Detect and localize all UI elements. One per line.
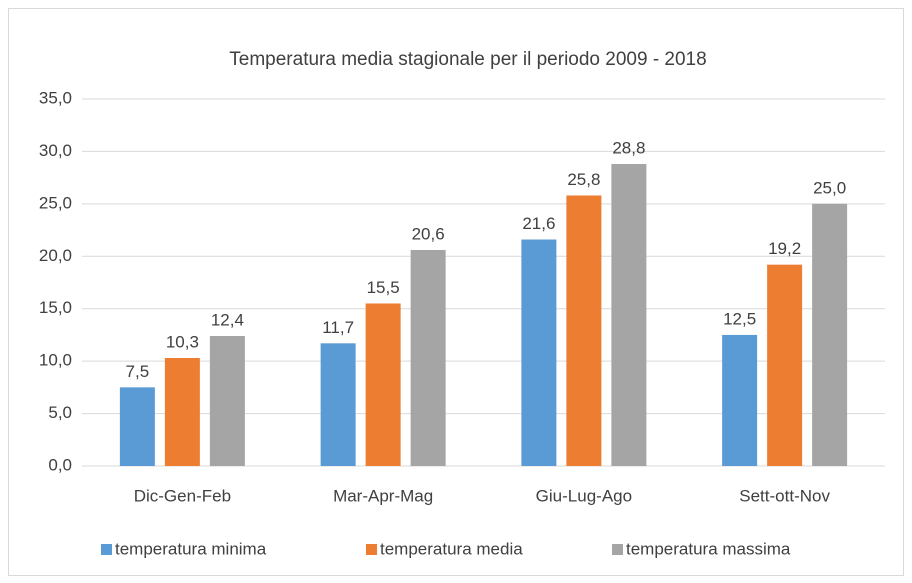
y-tick-label: 25,0: [39, 193, 72, 212]
data-label: 21,6: [522, 214, 555, 233]
x-tick-label: Dic-Gen-Feb: [134, 486, 231, 505]
bar: [812, 203, 848, 466]
legend-swatch: [366, 544, 377, 555]
y-tick-label: 35,0: [39, 88, 72, 107]
bar: [209, 335, 245, 466]
legend-label: temperatura minima: [115, 539, 267, 558]
data-label: 15,5: [367, 278, 400, 297]
legend-label: temperatura media: [380, 539, 523, 558]
data-label: 12,5: [723, 309, 756, 328]
data-label: 11,7: [322, 318, 354, 337]
bar: [410, 249, 446, 466]
data-label: 7,5: [126, 362, 150, 381]
data-label: 10,3: [166, 332, 199, 351]
data-label: 19,2: [768, 239, 801, 258]
x-tick-label: Giu-Lug-Ago: [536, 486, 632, 505]
data-label: 25,0: [813, 178, 846, 197]
bar: [365, 303, 401, 466]
chart-title: Temperatura media stagionale per il peri…: [229, 49, 706, 70]
x-tick-label: Mar-Apr-Mag: [333, 486, 433, 505]
legend-label: temperatura massima: [626, 539, 791, 558]
data-label: 25,8: [567, 170, 600, 189]
y-tick-label: 15,0: [39, 298, 72, 317]
y-tick-label: 5,0: [48, 403, 72, 422]
bar: [611, 164, 647, 467]
data-label: 20,6: [412, 224, 445, 243]
bar: [566, 195, 602, 466]
y-tick-label: 20,0: [39, 246, 72, 265]
bar: [119, 387, 155, 466]
bar: [521, 239, 557, 466]
y-tick-label: 0,0: [48, 455, 72, 474]
bar: [722, 334, 758, 466]
y-tick-label: 10,0: [39, 351, 72, 370]
data-label: 12,4: [211, 310, 244, 329]
bar: [320, 343, 356, 466]
bar: [164, 357, 200, 466]
chart-border: [8, 8, 904, 576]
x-tick-label: Sett-ott-Nov: [739, 486, 830, 505]
bar: [767, 264, 803, 466]
legend-swatch: [612, 544, 623, 555]
legend-swatch: [101, 544, 112, 555]
data-label: 28,8: [612, 138, 645, 157]
y-tick-label: 30,0: [39, 141, 72, 160]
